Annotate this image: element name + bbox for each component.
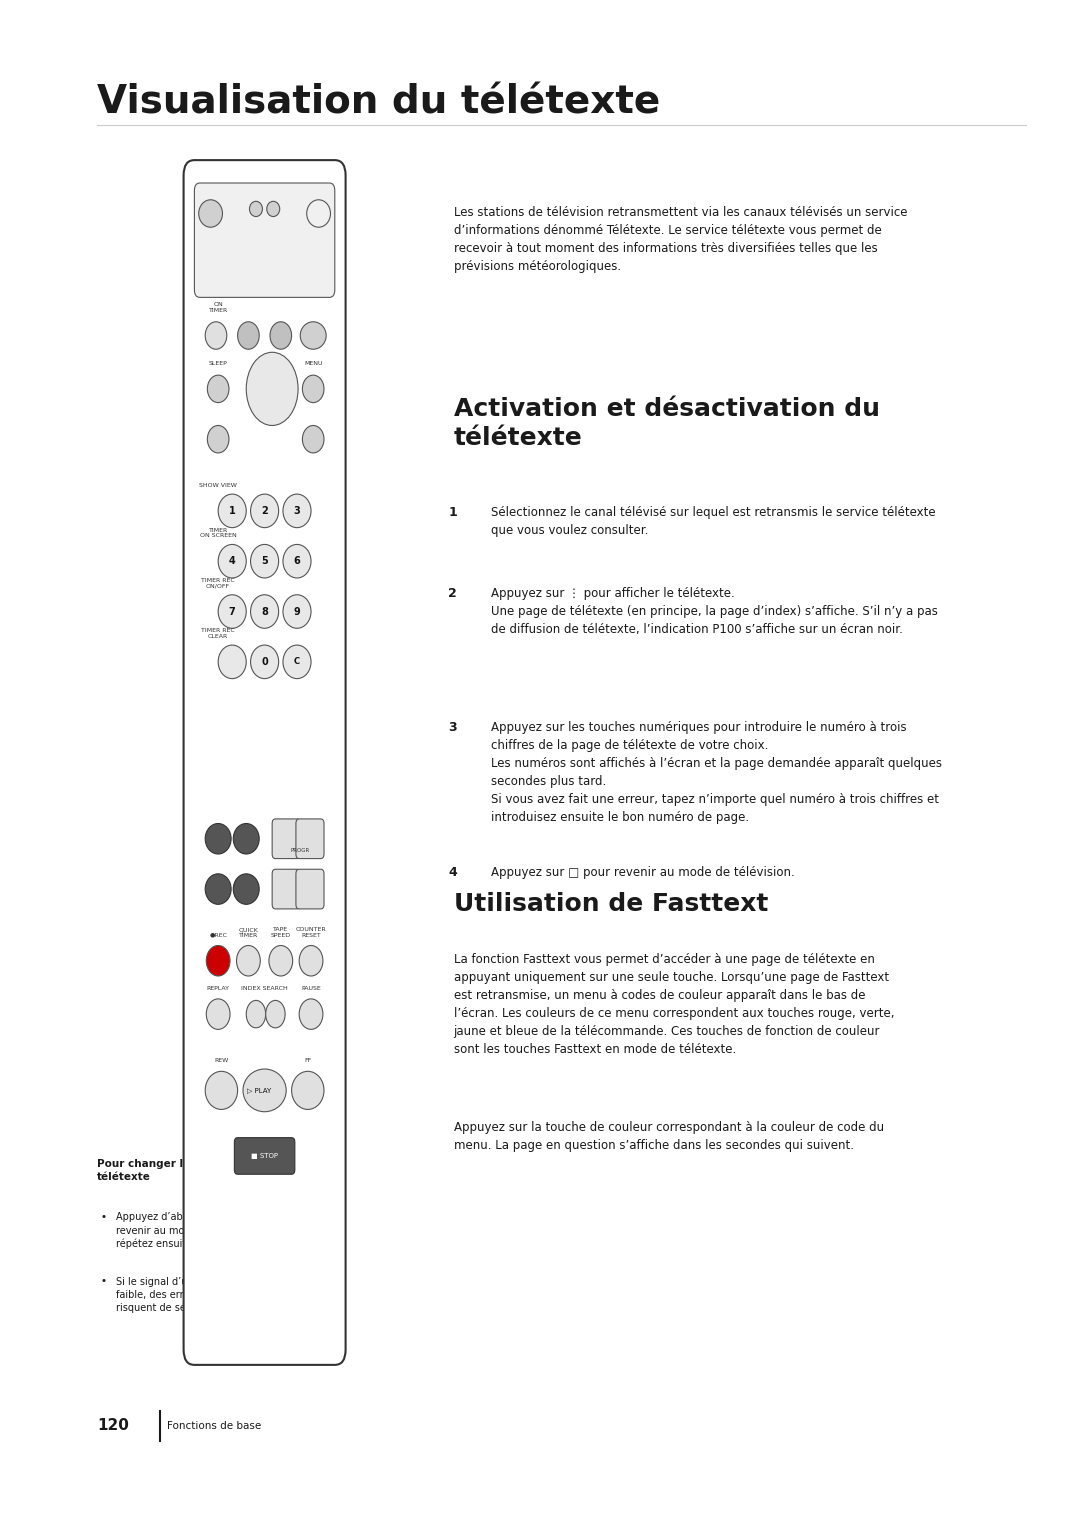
Text: Sélectionnez le canal télévisé sur lequel est retransmis le service télétexte
qu: Sélectionnez le canal télévisé sur leque… (491, 506, 936, 537)
Ellipse shape (233, 824, 259, 854)
FancyBboxPatch shape (296, 869, 324, 909)
Text: REW: REW (214, 1058, 229, 1063)
Text: Les stations de télévision retransmettent via les canaux télévisés un service
d’: Les stations de télévision retransmetten… (454, 206, 907, 273)
Ellipse shape (206, 946, 230, 976)
Text: Si le signal d’un canal télévisé est
faible, des erreurs de télétexte
risquent d: Si le signal d’un canal télévisé est fai… (116, 1276, 282, 1313)
Ellipse shape (205, 824, 231, 854)
Ellipse shape (205, 1071, 238, 1110)
Ellipse shape (243, 1069, 286, 1112)
Ellipse shape (205, 322, 227, 349)
Ellipse shape (251, 494, 279, 528)
Text: Visualisation du télétexte: Visualisation du télétexte (97, 84, 661, 122)
FancyBboxPatch shape (296, 819, 324, 859)
Text: 120: 120 (97, 1418, 130, 1433)
Ellipse shape (238, 322, 259, 349)
Ellipse shape (307, 200, 330, 227)
Ellipse shape (251, 595, 279, 628)
Text: 9: 9 (294, 607, 300, 616)
Text: REPLAY: REPLAY (206, 987, 230, 991)
Ellipse shape (218, 494, 246, 528)
Ellipse shape (299, 946, 323, 976)
Text: PROGR: PROGR (291, 848, 310, 852)
Text: ■ STOP: ■ STOP (252, 1153, 279, 1159)
Ellipse shape (266, 1000, 285, 1028)
Ellipse shape (283, 494, 311, 528)
FancyBboxPatch shape (272, 819, 300, 859)
Text: 0: 0 (261, 657, 268, 666)
Text: ON
TIMER: ON TIMER (208, 302, 228, 313)
Text: 2: 2 (448, 587, 457, 601)
Text: Pour changer le canal du
télétexte: Pour changer le canal du télétexte (97, 1159, 244, 1182)
Ellipse shape (300, 322, 326, 349)
Ellipse shape (292, 1071, 324, 1110)
Text: La fonction Fasttext vous permet d’accéder à une page de télétexte en
appuyant u: La fonction Fasttext vous permet d’accéd… (454, 953, 894, 1057)
Ellipse shape (207, 375, 229, 403)
Ellipse shape (249, 201, 262, 217)
Text: COUNTER
RESET: COUNTER RESET (296, 927, 326, 938)
Text: TAPE
SPEED: TAPE SPEED (271, 927, 291, 938)
Ellipse shape (206, 999, 230, 1029)
Ellipse shape (299, 999, 323, 1029)
Text: 4: 4 (448, 866, 457, 880)
Text: 5: 5 (261, 557, 268, 566)
Ellipse shape (205, 874, 231, 904)
Ellipse shape (218, 544, 246, 578)
Text: Appuyez sur les touches numériques pour introduire le numéro à trois
chiffres de: Appuyez sur les touches numériques pour … (491, 721, 943, 825)
Text: •: • (100, 1212, 107, 1223)
Text: FF: FF (305, 1058, 311, 1063)
Ellipse shape (251, 544, 279, 578)
Ellipse shape (207, 425, 229, 453)
Text: Appuyez sur □ pour revenir au mode de télévision.: Appuyez sur □ pour revenir au mode de té… (491, 866, 795, 880)
Text: Appuyez sur la touche de couleur correspondant à la couleur de code du
menu. La : Appuyez sur la touche de couleur corresp… (454, 1121, 883, 1151)
Text: Activation et désactivation du
télétexte: Activation et désactivation du télétexte (454, 396, 879, 450)
Text: 4: 4 (229, 557, 235, 566)
Ellipse shape (270, 322, 292, 349)
Text: PAUSE: PAUSE (301, 987, 321, 991)
Ellipse shape (237, 946, 260, 976)
Text: TIMER REC
ON/OFF: TIMER REC ON/OFF (201, 578, 235, 589)
Ellipse shape (283, 544, 311, 578)
Text: QUICK
TIMER: QUICK TIMER (239, 927, 258, 938)
Text: ▷ PLAY: ▷ PLAY (247, 1087, 271, 1093)
FancyBboxPatch shape (272, 869, 300, 909)
Text: Fonctions de base: Fonctions de base (167, 1421, 261, 1430)
Text: 2: 2 (261, 506, 268, 515)
FancyBboxPatch shape (234, 1138, 295, 1174)
FancyBboxPatch shape (194, 183, 335, 297)
Ellipse shape (218, 595, 246, 628)
Ellipse shape (283, 645, 311, 679)
Text: TIMER REC
CLEAR: TIMER REC CLEAR (201, 628, 235, 639)
Text: TIMER
ON SCREEN: TIMER ON SCREEN (200, 528, 237, 538)
Text: 7: 7 (229, 607, 235, 616)
Ellipse shape (283, 595, 311, 628)
Text: 1: 1 (229, 506, 235, 515)
Text: •: • (100, 1276, 107, 1287)
Ellipse shape (267, 201, 280, 217)
Text: 3: 3 (448, 721, 457, 735)
Text: ●REC: ●REC (210, 933, 227, 938)
Text: 3: 3 (294, 506, 300, 515)
Text: Appuyez sur ⋮ pour afficher le télétexte.
Une page de télétexte (en principe, la: Appuyez sur ⋮ pour afficher le télétexte… (491, 587, 939, 636)
Ellipse shape (246, 352, 298, 425)
Ellipse shape (302, 425, 324, 453)
Text: MENU: MENU (303, 361, 323, 366)
Text: 1: 1 (448, 506, 457, 520)
Text: C: C (294, 657, 300, 666)
Ellipse shape (269, 946, 293, 976)
Ellipse shape (199, 200, 222, 227)
Text: Utilisation de Fasttext: Utilisation de Fasttext (454, 892, 768, 917)
Ellipse shape (251, 645, 279, 679)
Ellipse shape (302, 375, 324, 403)
Text: INDEX SEARCH: INDEX SEARCH (241, 987, 288, 991)
Text: Appuyez d’abord sur □ pour
revenir au mode de télévision et
répétez ensuite les : Appuyez d’abord sur □ pour revenir au mo… (116, 1212, 275, 1249)
Text: 6: 6 (294, 557, 300, 566)
Ellipse shape (246, 1000, 266, 1028)
Text: SLEEP: SLEEP (208, 361, 228, 366)
Text: SHOW VIEW: SHOW VIEW (199, 483, 238, 488)
Text: 8: 8 (261, 607, 268, 616)
Ellipse shape (233, 874, 259, 904)
Ellipse shape (218, 645, 246, 679)
FancyBboxPatch shape (184, 160, 346, 1365)
